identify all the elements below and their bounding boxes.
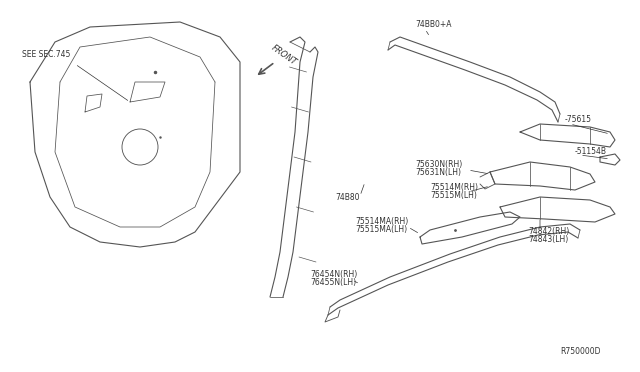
Text: 74843(LH): 74843(LH) [528, 235, 568, 244]
Text: 76454N(RH): 76454N(RH) [310, 270, 357, 279]
Text: R750000D: R750000D [560, 347, 600, 356]
Text: 76455N(LH): 76455N(LH) [310, 278, 356, 287]
Text: -75615: -75615 [565, 115, 592, 124]
Text: 75515MA(LH): 75515MA(LH) [355, 225, 407, 234]
Text: 75514MA(RH): 75514MA(RH) [355, 217, 408, 226]
Text: 75515M(LH): 75515M(LH) [430, 191, 477, 200]
Text: -51154B: -51154B [575, 147, 607, 156]
Text: 74BB0+A: 74BB0+A [415, 20, 451, 29]
Text: 75514M(RH): 75514M(RH) [430, 183, 478, 192]
Text: 75630N(RH): 75630N(RH) [415, 160, 462, 169]
Text: 74842(RH): 74842(RH) [528, 227, 569, 236]
Text: 75631N(LH): 75631N(LH) [415, 168, 461, 177]
Text: 74B80: 74B80 [335, 193, 360, 202]
Text: FRONT: FRONT [270, 43, 299, 67]
Text: SEE SEC.745: SEE SEC.745 [22, 50, 70, 59]
